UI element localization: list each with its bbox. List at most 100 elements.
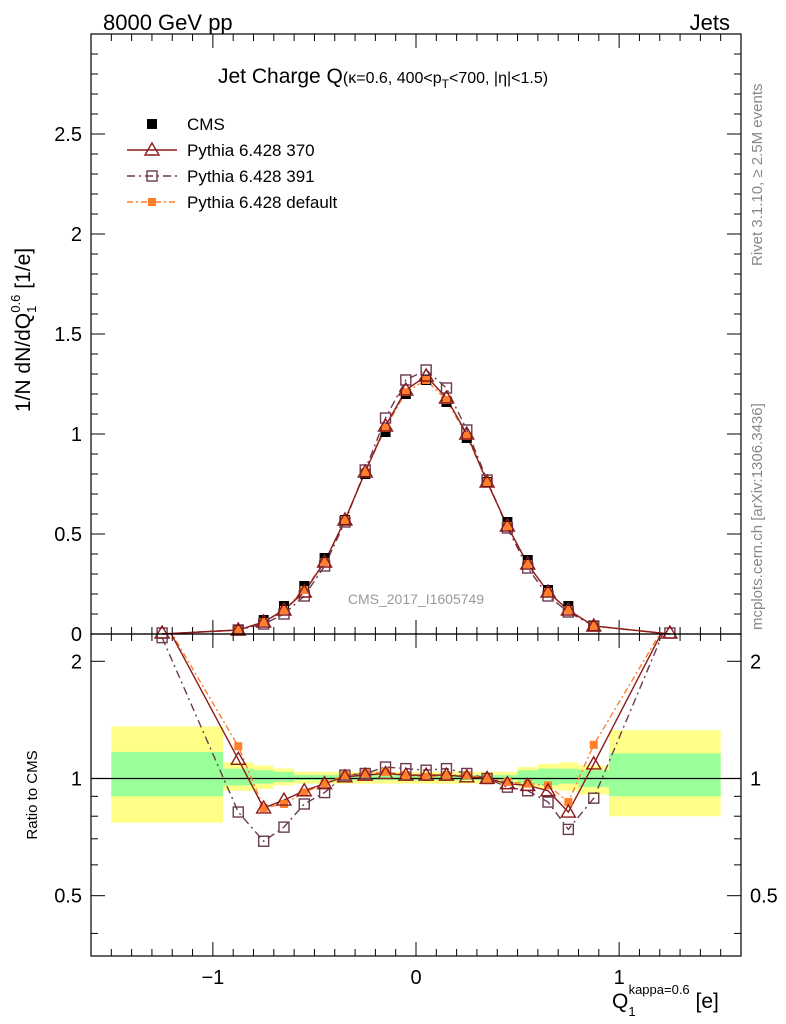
ratio-frame [90, 633, 742, 957]
data-point-p370 [316, 553, 333, 568]
data-point-pdef [259, 618, 268, 626]
y-tick-label-ratio: 2 [71, 651, 82, 673]
mcplots-label: mcplots.cern.ch [arXiv:1306.3436] [749, 403, 766, 630]
y-tick-label-ratio: 1 [71, 768, 82, 790]
data-point-pdef [462, 432, 471, 440]
legend-label-p391: Pythia 6.428 391 [187, 167, 315, 186]
ratio-point-pdef [442, 771, 451, 780]
data-point-p370 [458, 425, 475, 440]
ratio-point-p370 [316, 775, 333, 790]
ratio-point-pdef [340, 771, 349, 780]
data-point-pdef [361, 468, 370, 476]
ratio-point-pdef [234, 742, 243, 751]
ratio-point-p370 [519, 776, 536, 792]
data-point-p370 [438, 389, 455, 404]
plot-title-sub-sub: T [442, 77, 450, 91]
data-point-p370 [499, 517, 516, 532]
data-point-pdef [234, 626, 243, 634]
ratio-point-p370 [230, 750, 247, 766]
y-axis-ratio-label: Ratio to CMS [24, 750, 41, 839]
y-tick-label-main: 0.5 [54, 524, 82, 546]
y-tick-label-main: 2.5 [54, 124, 82, 146]
data-point-p370 [397, 381, 415, 396]
data-point-pdef [320, 558, 329, 566]
legend: CMS Pythia 6.428 370 Pythia 6.428 391 Pythi… [127, 115, 338, 212]
data-point-pdef [300, 586, 309, 594]
uncertainty-band-inner [537, 768, 559, 786]
x-tick-label: 1 [614, 967, 625, 989]
data-point-p370 [661, 624, 679, 639]
ratio-point-pdef [361, 769, 370, 778]
ratio-point-p370 [585, 755, 602, 770]
ratio-point-pdef [544, 781, 553, 790]
y-main-label-text: 1/N dN/dQ [12, 313, 35, 412]
ratio-point-pdef [401, 771, 410, 780]
data-point-pdef [340, 516, 349, 524]
main-panel: 0 0.5 1 1.5 2 2.5 [54, 33, 742, 646]
ratio-bands [91, 726, 741, 823]
data-point-p370 [357, 463, 374, 478]
data-point-p370 [377, 417, 394, 432]
y-main-label-end: [1/e] [12, 248, 35, 295]
data-point-pdef [442, 396, 451, 404]
data-point-p391 [440, 382, 453, 394]
ratio-point-p370 [478, 770, 496, 785]
data-point-pdef [544, 588, 553, 596]
ratio-point-pdef [279, 799, 288, 808]
data-point-p391 [420, 364, 432, 376]
data-point-pdef [422, 376, 431, 384]
data-point-pdef [503, 522, 512, 530]
ratio-point-p370 [560, 803, 577, 818]
legend-marker-p391 [146, 170, 158, 182]
plot-title-main: Jet Charge Q [218, 65, 343, 88]
legend-marker-cms [147, 119, 157, 129]
x-tick-label: 0 [410, 967, 421, 989]
header-right: Jets [690, 10, 730, 35]
data-point-pdef [564, 606, 573, 614]
data-point-p370 [539, 583, 557, 598]
ratio-point-pdef [462, 771, 471, 780]
uncertainty-band-inner [517, 770, 538, 784]
uncertainty-band-inner [111, 751, 224, 797]
y-tick-label-main: 2 [71, 224, 82, 246]
ratio-point-p370 [357, 766, 374, 781]
ratio-point-p391 [278, 821, 290, 833]
ratio-point-p370 [458, 768, 475, 783]
uncertainty-band-inner [558, 768, 579, 784]
data-point-p370 [336, 511, 354, 526]
ratio-point-pdef [564, 798, 573, 807]
legend-label-cms: CMS [187, 115, 225, 134]
data-point-pdef [381, 424, 390, 432]
y-main-label-sup: 0.6 [8, 295, 23, 313]
data-point-p370 [255, 613, 272, 628]
ratio-point-p391 [257, 835, 270, 847]
ratio-point-pdef [483, 774, 492, 783]
data-point-p391 [379, 412, 392, 424]
ratio-point-p370 [417, 766, 435, 781]
data-point-pdef [483, 478, 492, 486]
uncertainty-band-inner [253, 770, 274, 784]
data-point-p370 [296, 583, 313, 598]
ratio-point-p391 [232, 806, 244, 818]
x-axis-label: Q1 kappa=0.6 [e] [612, 982, 719, 1019]
ratio-point-p391 [156, 634, 168, 644]
y-axis-main-label: 1/N dN/dQ10.6 [1/e] [8, 248, 39, 412]
data-point-pdef [401, 388, 410, 396]
ratio-point-p391 [588, 792, 600, 804]
data-point-p370 [417, 367, 435, 382]
data-point-pdef [279, 606, 288, 614]
ratio-point-pdef [422, 772, 431, 781]
legend-label-p370: Pythia 6.428 370 [187, 141, 315, 160]
ratio-point-pdef [259, 803, 268, 812]
data-point-p370 [560, 601, 577, 616]
header-left: 8000 GeV pp [103, 10, 233, 35]
ratio-series [156, 634, 664, 847]
ratio-point-p370 [397, 766, 415, 781]
ratio-point-p370 [377, 765, 394, 780]
y-tick-label-main: 1 [71, 424, 82, 446]
ratio-point-p370 [539, 782, 557, 797]
uncertainty-band-inner [273, 771, 295, 782]
ratio-point-p370 [255, 799, 272, 814]
rivet-label: Rivet 3.1.10, ≥ 2.5M events [749, 84, 766, 267]
